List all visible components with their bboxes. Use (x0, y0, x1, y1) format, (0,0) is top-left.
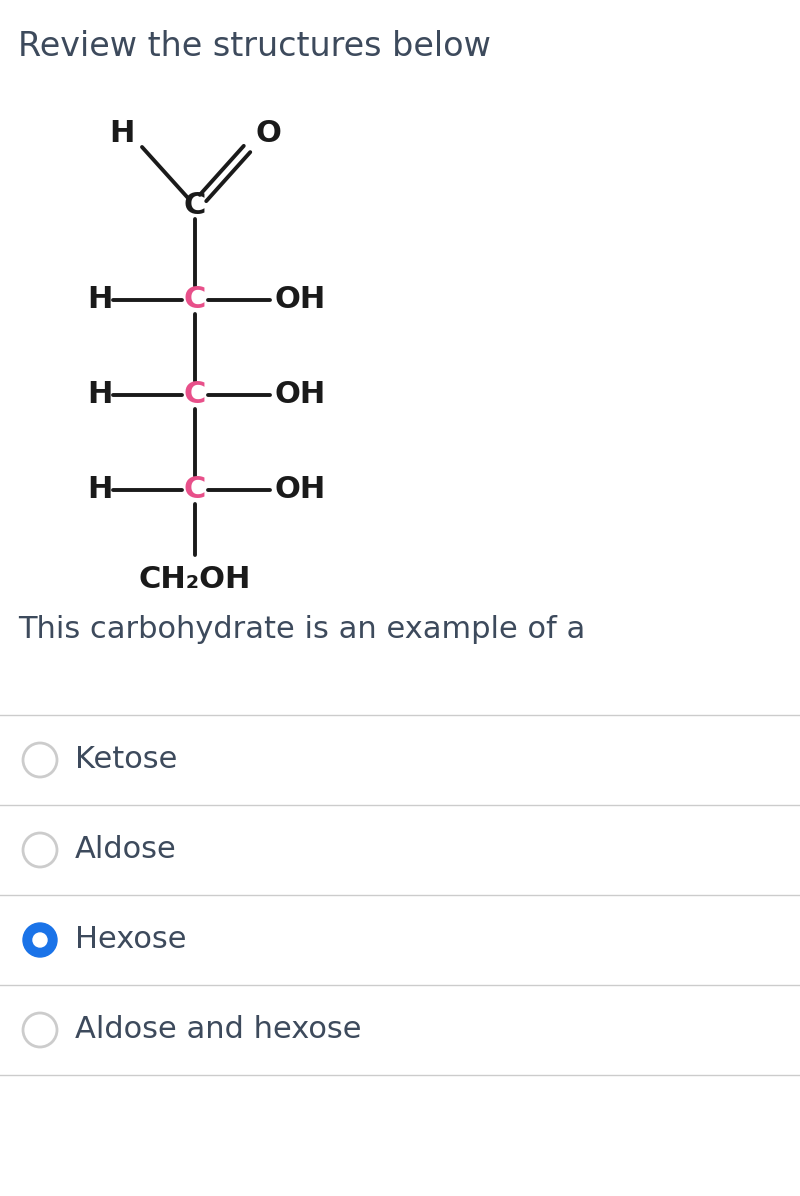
Text: H: H (87, 380, 113, 409)
Circle shape (23, 1013, 57, 1046)
Text: Review the structures below: Review the structures below (18, 30, 491, 63)
Text: C: C (184, 380, 206, 409)
Text: OH: OH (274, 286, 326, 315)
Text: O: O (255, 120, 281, 148)
Text: C: C (184, 286, 206, 315)
Text: OH: OH (274, 380, 326, 409)
Text: CH₂OH: CH₂OH (139, 566, 251, 594)
Text: Ketose: Ketose (75, 745, 178, 775)
Text: OH: OH (274, 476, 326, 505)
Text: H: H (110, 120, 134, 148)
Text: Hexose: Hexose (75, 926, 186, 954)
Circle shape (23, 743, 57, 777)
Text: Aldose: Aldose (75, 836, 177, 865)
Circle shape (33, 933, 47, 947)
Text: This carbohydrate is an example of a: This carbohydrate is an example of a (18, 616, 586, 645)
Text: C: C (184, 476, 206, 505)
Text: H: H (87, 286, 113, 315)
Text: Aldose and hexose: Aldose and hexose (75, 1015, 362, 1044)
Text: H: H (87, 476, 113, 505)
Circle shape (23, 832, 57, 867)
Text: C: C (184, 190, 206, 220)
Circle shape (23, 923, 57, 957)
